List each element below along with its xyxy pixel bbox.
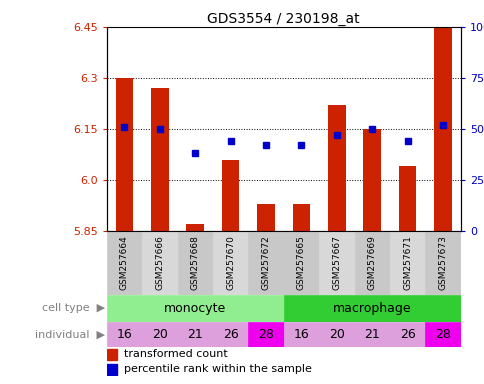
Bar [248,322,283,347]
Bar [106,364,117,375]
Bar [106,231,142,295]
Bar [424,231,460,295]
Text: 20: 20 [328,328,344,341]
Text: GSM257665: GSM257665 [296,235,305,290]
Text: GSM257666: GSM257666 [155,235,164,290]
Text: macrophage: macrophage [332,302,411,315]
Text: GSM257672: GSM257672 [261,235,270,290]
Bar [327,105,345,231]
Text: 21: 21 [187,328,203,341]
Bar [221,160,239,231]
Text: 21: 21 [363,328,379,341]
Text: GSM257664: GSM257664 [120,235,129,290]
Text: GSM257669: GSM257669 [367,235,376,290]
Text: cell type  ▶: cell type ▶ [42,303,105,313]
Bar [283,295,460,322]
Bar [177,322,212,347]
Bar [318,322,354,347]
Bar [257,204,274,231]
Text: 20: 20 [151,328,167,341]
Text: 28: 28 [434,328,450,341]
Bar [177,231,212,295]
Bar [115,78,133,231]
Bar [248,231,283,295]
Bar [363,129,380,231]
Bar [389,231,424,295]
Text: GSM257667: GSM257667 [332,235,341,290]
Bar [292,204,310,231]
Bar [106,295,283,322]
Text: monocyte: monocyte [164,302,226,315]
Bar [398,166,416,231]
Bar [212,231,248,295]
Bar [186,224,204,231]
Bar [106,349,117,360]
Bar [433,27,451,231]
Text: 16: 16 [116,328,132,341]
Text: GSM257670: GSM257670 [226,235,235,290]
Bar [354,322,389,347]
Text: 26: 26 [399,328,415,341]
Text: transformed count: transformed count [124,349,227,359]
Bar [106,322,142,347]
Text: GSM257668: GSM257668 [190,235,199,290]
Bar [212,322,248,347]
Bar [283,322,318,347]
Bar [151,88,168,231]
Bar [142,231,177,295]
Text: individual  ▶: individual ▶ [35,329,105,339]
Bar [389,322,424,347]
Bar [354,231,389,295]
Text: percentile rank within the sample: percentile rank within the sample [124,364,312,374]
Text: 26: 26 [222,328,238,341]
Text: GSM257673: GSM257673 [438,235,447,290]
Text: 16: 16 [293,328,309,341]
Bar [142,322,177,347]
Title: GDS3554 / 230198_at: GDS3554 / 230198_at [207,12,359,26]
Bar [424,322,460,347]
Bar [318,231,354,295]
Bar [283,231,318,295]
Text: 28: 28 [257,328,273,341]
Text: GSM257671: GSM257671 [402,235,411,290]
